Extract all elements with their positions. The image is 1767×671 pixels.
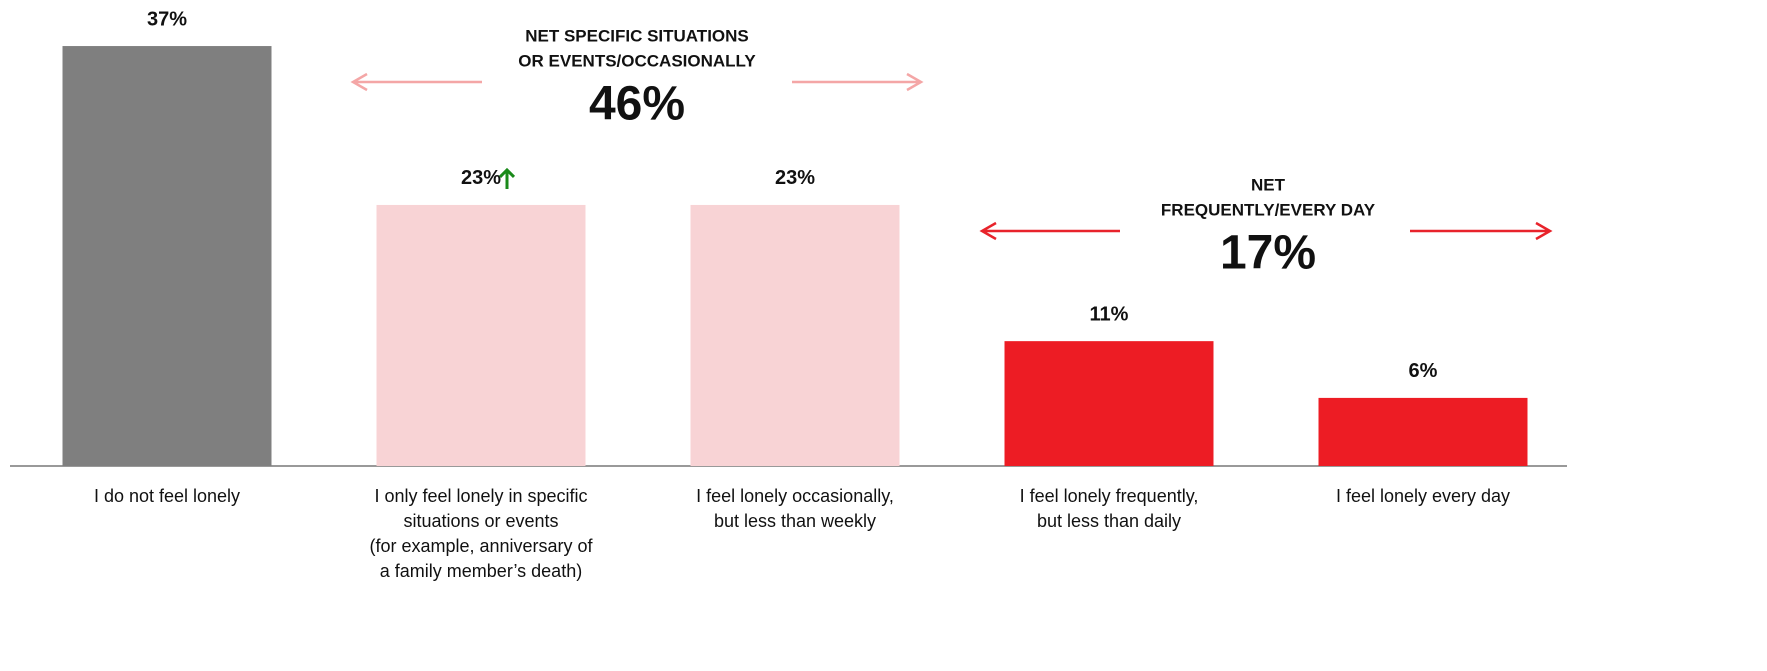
increase-arrow (498, 167, 516, 189)
annotation-text: FREQUENTLY/EVERY DAY (1161, 200, 1376, 219)
value-label: 23% (775, 167, 815, 189)
category-label: I do not feel lonely (93, 486, 241, 506)
category-label: I feel lonely every day (1335, 486, 1511, 506)
bar (376, 204, 586, 466)
bar (62, 46, 272, 467)
annotation-arrow (350, 72, 482, 92)
bar (690, 204, 900, 466)
annotation-text: NET SPECIFIC SITUATIONS (525, 26, 749, 45)
category-label: I only feel lonely in specific situation… (369, 486, 593, 581)
value-label: 23% (461, 167, 501, 189)
bar (1318, 397, 1528, 466)
value-label: 11% (1090, 303, 1129, 325)
annotation-value: 17% (1220, 227, 1316, 280)
annotation-arrow (1410, 221, 1553, 241)
annotation-arrow (792, 72, 924, 92)
category-label: I feel lonely frequently, but less than … (1019, 486, 1199, 531)
category-label: I feel lonely occasionally, but less tha… (696, 486, 894, 531)
annotation-arrow (979, 221, 1120, 241)
annotation-value: 46% (589, 78, 685, 131)
annotation-text: NET (1251, 175, 1286, 194)
annotation-text: OR EVENTS/OCCASIONALLY (518, 51, 756, 70)
bar (1004, 341, 1214, 466)
value-label: 37% (147, 8, 187, 30)
value-label: 6% (1409, 360, 1438, 382)
